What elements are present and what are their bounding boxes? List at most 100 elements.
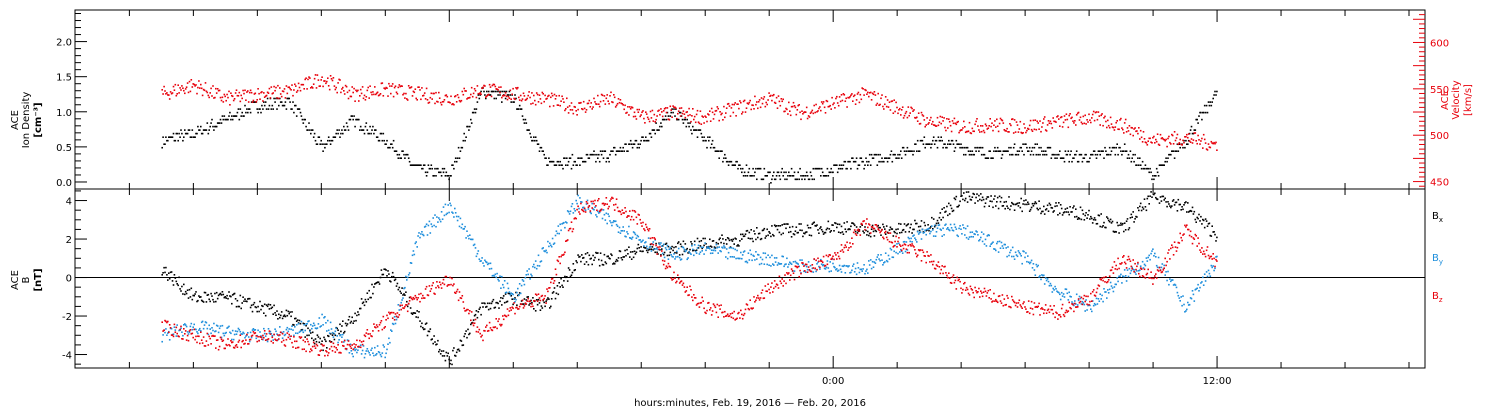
by-series-point (1208, 270, 1210, 272)
density-series-point (467, 126, 469, 128)
density-series-point (264, 105, 266, 107)
velocity-series-point (597, 95, 599, 97)
bx-series-point (1069, 206, 1071, 208)
bx-series-point (652, 246, 654, 248)
by-series-point (417, 235, 419, 237)
by-series-point (1140, 265, 1142, 267)
velocity-series-point (230, 92, 232, 94)
density-series-point (495, 98, 497, 100)
velocity-series-point (1073, 122, 1075, 124)
velocity-series-point (845, 98, 847, 100)
bx-series-point (1129, 227, 1131, 229)
by-series-point (340, 334, 342, 336)
by-series-point (548, 246, 550, 248)
by-series-point (917, 231, 919, 233)
velocity-series-point (533, 95, 535, 97)
bx-series-point (905, 231, 907, 233)
by-series-point (692, 249, 694, 251)
density-series-point (585, 161, 587, 163)
velocity-series-point (418, 86, 420, 88)
bz-series-point (335, 351, 337, 353)
bx-series-point (297, 319, 299, 321)
bx-series-point (549, 307, 551, 309)
density-series-point (561, 164, 563, 166)
bx-series-point (694, 241, 696, 243)
velocity-series-point (1106, 127, 1108, 129)
velocity-series-point (877, 103, 879, 105)
by-series-point (884, 261, 886, 263)
density-series-point (924, 147, 926, 149)
bx-series-point (1147, 198, 1149, 200)
bz-series-point (287, 332, 289, 334)
density-series-point (463, 133, 465, 135)
velocity-series-point (977, 125, 979, 127)
by-series-point (414, 254, 416, 256)
density-series-point (167, 140, 169, 142)
bx-series-point (842, 231, 844, 233)
velocity-series-point (1167, 138, 1169, 140)
density-series-point (202, 133, 204, 135)
density-series-point (268, 108, 270, 110)
density-series-point (941, 140, 943, 142)
velocity-series-point (389, 85, 391, 87)
bz-series-point (332, 350, 334, 352)
density-series-point (354, 126, 356, 128)
by-series-point (915, 239, 917, 241)
density-series-point (1039, 154, 1041, 156)
by-series-point (374, 347, 376, 349)
by-series-point (659, 244, 661, 246)
bx-series-point (1026, 204, 1028, 206)
by-series-point (933, 235, 935, 237)
bz-series-point (232, 341, 234, 343)
bx-series-point (833, 230, 835, 232)
velocity-series-point (191, 79, 193, 81)
bx-series-point (424, 328, 426, 330)
by-series-point (935, 235, 937, 237)
density-series-point (962, 147, 964, 149)
velocity-series-point (787, 113, 789, 115)
bx-series-point (558, 282, 560, 284)
bz-series-point (192, 337, 194, 339)
by-series-point (479, 258, 481, 260)
bx-series-point (557, 285, 559, 287)
bz-series-point (272, 337, 274, 339)
bx-series-point (690, 241, 692, 243)
bx-series-point (947, 215, 949, 217)
velocity-series-point (728, 103, 730, 105)
velocity-series-point (1207, 149, 1209, 151)
by-series-point (741, 258, 743, 260)
velocity-series-point (1069, 113, 1071, 115)
bx-series-point (185, 291, 187, 293)
velocity-series-point (1039, 120, 1041, 122)
bx-series-point (361, 298, 363, 300)
by-series-point (1099, 293, 1101, 295)
by-series-point (870, 259, 872, 261)
by-series-point (526, 270, 528, 272)
bx-series-point (566, 276, 568, 278)
bx-series-point (443, 350, 445, 352)
velocity-series-point (841, 94, 843, 96)
bx-series-point (868, 235, 870, 237)
bx-series-point (882, 224, 884, 226)
by-series-point (1017, 256, 1019, 258)
bx-series-point (1169, 205, 1171, 207)
bz-series-point (277, 334, 279, 336)
density-series-point (581, 157, 583, 159)
bz-series-point (422, 295, 424, 297)
density-series-point (285, 101, 287, 103)
bz-series-point (350, 346, 352, 348)
velocity-series-point (281, 96, 283, 98)
velocity-series-point (530, 103, 532, 105)
density-series-point (1211, 101, 1213, 103)
bz-series-point (362, 344, 364, 346)
velocity-series-point (163, 86, 165, 88)
bx-series-point (984, 206, 986, 208)
velocity-series-point (446, 94, 448, 96)
bz-series-point (470, 320, 472, 322)
velocity-series-point (348, 98, 350, 100)
by-series-point (400, 302, 402, 304)
density-series-point (302, 119, 304, 121)
velocity-series-point (917, 120, 919, 122)
density-series-point (455, 157, 457, 159)
by-series-point (732, 256, 734, 258)
